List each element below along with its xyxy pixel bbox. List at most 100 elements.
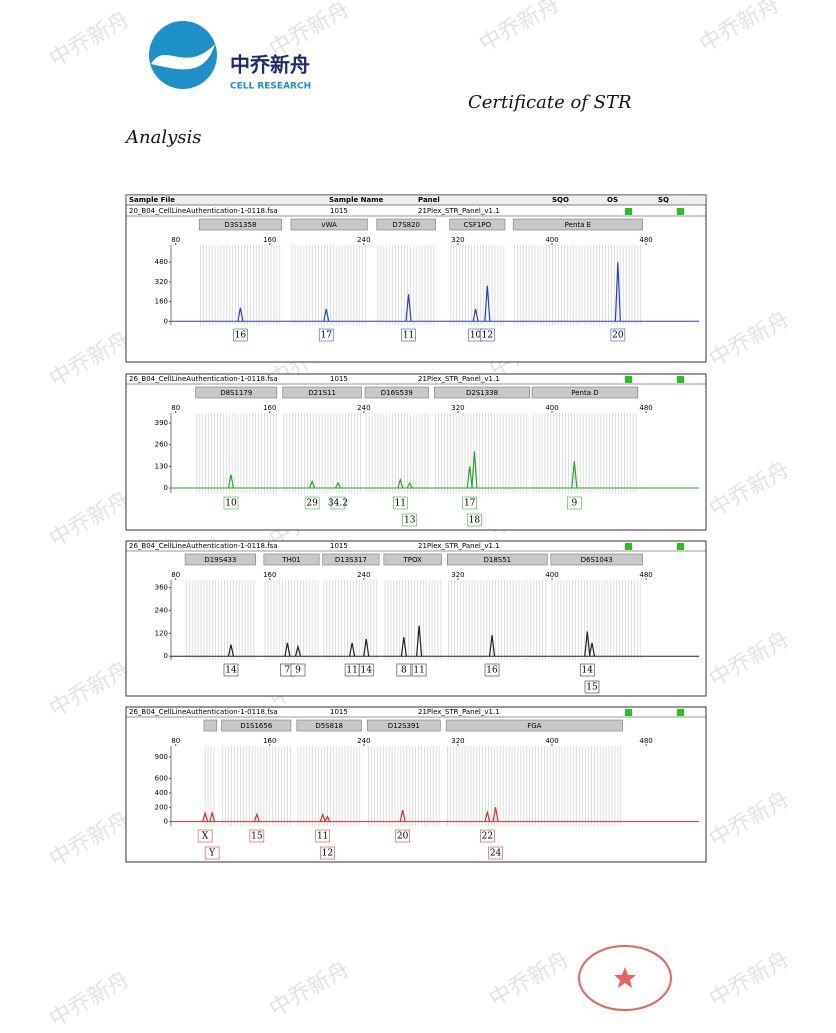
x-tick-label: 400 [545, 737, 558, 745]
logo-mark [149, 21, 217, 89]
locus-name: D1S1656 [240, 722, 273, 730]
peak [397, 477, 404, 489]
peak [466, 466, 473, 489]
locus-name: D12S391 [388, 722, 420, 730]
column-header: SQ [658, 196, 669, 204]
allele-label: 14 [360, 666, 372, 676]
peak [349, 642, 356, 657]
locus-box [367, 719, 441, 732]
locus-box [449, 218, 506, 231]
column-header: OS [607, 196, 618, 204]
allele-label: 20 [397, 832, 409, 842]
sample-file: 26_B04_CellLineAuthentication-1-0118.fsa [129, 708, 278, 716]
watermark: 中乔新舟 [45, 967, 134, 1029]
locus-name: TPOX [402, 556, 422, 564]
allele-box [579, 663, 595, 677]
watermark: 中乔新舟 [45, 487, 134, 553]
sample-name: 1015 [330, 708, 348, 716]
watermark: 中乔新舟 [45, 7, 134, 73]
peak [405, 294, 412, 322]
allele-box [467, 513, 482, 527]
locus-box [383, 553, 442, 566]
panel-name: 21Plex_STR_Panel_v1.1 [418, 708, 500, 716]
x-tick-label: 400 [545, 236, 558, 244]
locus-name: D21S11 [308, 389, 336, 397]
watermark: 中乔新舟 [45, 327, 134, 393]
watermark: 中乔新舟 [475, 0, 564, 57]
peak [406, 481, 413, 489]
allele-label: 29 [306, 499, 318, 509]
allele-label: 17 [464, 499, 476, 509]
y-tick-label: 360 [155, 584, 168, 592]
sample-file: 20_B04_CellLineAuthentication-1-0118.fsa [129, 207, 278, 215]
peak [202, 810, 209, 822]
locus-name: Penta E [565, 221, 591, 229]
allele-box [395, 829, 410, 843]
sample-name: 1015 [330, 542, 348, 550]
panels: Sample File Sample Name Panel SQO OS SQ 20_B04… [125, 194, 707, 863]
peak [309, 479, 316, 489]
sample-name: 1015 [330, 207, 348, 215]
x-tick-label: 240 [357, 236, 370, 244]
y-tick-label: 130 [155, 462, 168, 470]
locus-box [263, 553, 320, 566]
locus-name: CSF1PO [464, 221, 492, 229]
locus-box [512, 218, 643, 231]
x-tick-label: 320 [451, 236, 464, 244]
stamp-ring [578, 945, 672, 1011]
sample-file: 26_B04_CellLineAuthentication-1-0118.fsa [129, 542, 278, 550]
peak [323, 308, 330, 322]
allele-label: 11 [403, 331, 414, 341]
peak [492, 807, 499, 822]
watermark: 中乔新舟 [705, 787, 794, 853]
stamp-star [614, 967, 636, 988]
locus-name: vWA [321, 221, 337, 229]
allele-box [197, 829, 213, 843]
allele-box [411, 663, 427, 677]
locus-box [376, 218, 436, 231]
allele-label: 22 [482, 832, 493, 842]
allele-box [462, 496, 477, 510]
locus-box [322, 553, 380, 566]
y-tick-label: 120 [155, 629, 168, 637]
allele-label: 9 [295, 666, 301, 676]
y-tick-label: 0 [164, 317, 168, 325]
peak [253, 812, 260, 822]
allele-box [304, 496, 320, 510]
allele-box [358, 663, 374, 677]
peak [399, 810, 406, 822]
peak [488, 635, 496, 657]
column-header: Panel [418, 196, 440, 204]
y-tick-label: 400 [155, 789, 168, 797]
peak [294, 644, 302, 657]
locus-name: TH01 [281, 556, 300, 564]
status-ok [677, 208, 684, 215]
peak [484, 809, 491, 822]
locus-box [296, 719, 362, 732]
allele-label: 9 [571, 499, 577, 509]
stamp [578, 945, 672, 1011]
y-tick-label: 390 [155, 419, 168, 427]
locus-name: D18S51 [483, 556, 511, 564]
watermark: 中乔新舟 [705, 627, 794, 693]
panel: 26_B04_CellLineAuthentication-1-0118.fsa… [125, 706, 707, 863]
locus-box [364, 386, 429, 399]
allele-box [223, 496, 239, 510]
allele-label: 11 [413, 666, 424, 676]
allele-label: 8 [401, 666, 407, 676]
allele-label: 13 [404, 516, 416, 526]
y-tick-label: 480 [155, 258, 168, 266]
y-tick-label: 160 [155, 298, 168, 306]
status-ok [625, 208, 632, 215]
watermark: 中乔新舟 [45, 807, 134, 873]
locus-name: D16S539 [381, 389, 413, 397]
allele-label: 12 [482, 331, 493, 341]
allele-label: 14 [582, 666, 594, 676]
y-tick-label: 0 [164, 652, 168, 660]
allele-label: 20 [612, 331, 624, 341]
peak [484, 285, 491, 322]
locus-box [290, 218, 368, 231]
x-tick-label: 480 [639, 236, 652, 244]
status-ok [625, 376, 632, 383]
status-ok [625, 543, 632, 550]
